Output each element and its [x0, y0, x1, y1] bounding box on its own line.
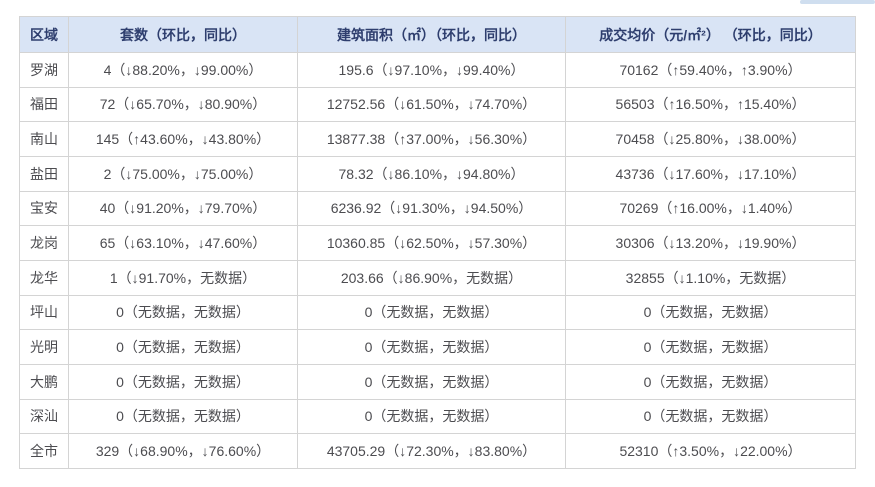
- top-right-scrollbar-fragment: [800, 0, 875, 4]
- area-cell: 12752.56（↓61.50%，↓74.70%）: [297, 86, 566, 123]
- district-cell: 罗湖: [19, 52, 69, 88]
- price-cell: 0（无数据，无数据）: [565, 329, 856, 365]
- table-row-baoan: 宝安 40（↓91.20%，↓79.70%） 6236.92（↓91.30%，↓…: [19, 190, 856, 227]
- district-cell: 光明: [19, 329, 69, 365]
- price-cell: 30306（↓13.20%，↓19.90%）: [565, 225, 856, 261]
- price-cell: 43736（↓17.60%，↓17.10%）: [565, 155, 856, 192]
- district-cell: 龙华: [19, 259, 69, 296]
- district-cell: 龙岗: [19, 225, 69, 261]
- header-row: 区域 套数（环比，同比） 建筑面积（㎡）（环比，同比） 成交均价（元/㎡²） （…: [19, 16, 856, 53]
- price-cell: 0（无数据，无数据）: [565, 294, 856, 331]
- district-cell: 坪山: [19, 294, 69, 331]
- table-row-longhua: 龙华 1（↓91.70%，无数据） 203.66（↓86.90%，无数据） 32…: [19, 259, 856, 296]
- table-row-yantian: 盐田 2（↓75.00%，↓75.00%） 78.32（↓86.10%，↓94.…: [19, 155, 856, 192]
- units-cell: 0（无数据，无数据）: [68, 294, 298, 331]
- units-cell: 72（↓65.70%，↓80.90%）: [68, 86, 298, 123]
- area-cell: 10360.85（↓62.50%，↓57.30%）: [297, 225, 566, 261]
- table-row-luohu: 罗湖 4（↓88.20%，↓99.00%） 195.6（↓97.10%，↓99.…: [19, 52, 856, 88]
- price-cell: 70162（↑59.40%，↑3.90%）: [565, 52, 856, 88]
- units-cell: 329（↓68.90%，↓76.60%）: [68, 433, 298, 469]
- price-cell: 32855（↓1.10%，无数据）: [565, 259, 856, 296]
- district-cell: 深汕: [19, 398, 69, 435]
- table-row-pingshan: 坪山 0（无数据，无数据） 0（无数据，无数据） 0（无数据，无数据）: [19, 294, 856, 331]
- district-cell: 福田: [19, 86, 69, 123]
- units-cell: 40（↓91.20%，↓79.70%）: [68, 190, 298, 227]
- area-cell: 13877.38（↑37.00%，↓56.30%）: [297, 121, 566, 157]
- units-cell: 0（无数据，无数据）: [68, 398, 298, 435]
- district-cell: 大鹏: [19, 363, 69, 400]
- units-cell: 65（↓63.10%，↓47.60%）: [68, 225, 298, 261]
- table-row-nanshan: 南山 145（↑43.60%，↓43.80%） 13877.38（↑37.00%…: [19, 121, 856, 157]
- price-cell: 0（无数据，无数据）: [565, 398, 856, 435]
- area-cell: 0（无数据，无数据）: [297, 294, 566, 331]
- area-cell: 0（无数据，无数据）: [297, 363, 566, 400]
- units-cell: 0（无数据，无数据）: [68, 363, 298, 400]
- district-cell: 全市: [19, 433, 69, 469]
- price-cell: 70269（↑16.00%，↓1.40%）: [565, 190, 856, 227]
- area-cell: 0（无数据，无数据）: [297, 329, 566, 365]
- area-cell: 195.6（↓97.10%，↓99.40%）: [297, 52, 566, 88]
- column-header-area: 建筑面积（㎡）（环比，同比）: [297, 16, 566, 53]
- area-cell: 0（无数据，无数据）: [297, 398, 566, 435]
- column-header-units: 套数（环比，同比）: [68, 16, 298, 53]
- district-cell: 盐田: [19, 155, 69, 192]
- district-cell: 南山: [19, 121, 69, 157]
- price-cell: 52310（↑3.50%，↓22.00%）: [565, 433, 856, 469]
- price-cell: 70458（↓25.80%，↓38.00%）: [565, 121, 856, 157]
- price-cell: 0（无数据，无数据）: [565, 363, 856, 400]
- units-cell: 2（↓75.00%，↓75.00%）: [68, 155, 298, 192]
- table-row-guangming: 光明 0（无数据，无数据） 0（无数据，无数据） 0（无数据，无数据）: [19, 329, 856, 365]
- units-cell: 4（↓88.20%，↓99.00%）: [68, 52, 298, 88]
- area-cell: 43705.29（↓72.30%，↓83.80%）: [297, 433, 566, 469]
- housing-stats-table: 区域 套数（环比，同比） 建筑面积（㎡）（环比，同比） 成交均价（元/㎡²） （…: [19, 16, 856, 469]
- column-header-district: 区域: [19, 16, 69, 53]
- table-row-shenshan: 深汕 0（无数据，无数据） 0（无数据，无数据） 0（无数据，无数据）: [19, 398, 856, 435]
- area-cell: 203.66（↓86.90%，无数据）: [297, 259, 566, 296]
- district-stats-table: 区域 套数（环比，同比） 建筑面积（㎡）（环比，同比） 成交均价（元/㎡²） （…: [19, 16, 856, 469]
- table-row-citywide: 全市 329（↓68.90%，↓76.60%） 43705.29（↓72.30%…: [19, 433, 856, 469]
- price-cell: 56503（↑16.50%，↑15.40%）: [565, 86, 856, 123]
- area-cell: 78.32（↓86.10%，↓94.80%）: [297, 155, 566, 192]
- units-cell: 0（无数据，无数据）: [68, 329, 298, 365]
- area-cell: 6236.92（↓91.30%，↓94.50%）: [297, 190, 566, 227]
- table-row-futian: 福田 72（↓65.70%，↓80.90%） 12752.56（↓61.50%，…: [19, 86, 856, 123]
- units-cell: 145（↑43.60%，↓43.80%）: [68, 121, 298, 157]
- table-row-dapeng: 大鹏 0（无数据，无数据） 0（无数据，无数据） 0（无数据，无数据）: [19, 363, 856, 400]
- table-row-longgang: 龙岗 65（↓63.10%，↓47.60%） 10360.85（↓62.50%，…: [19, 225, 856, 261]
- units-cell: 1（↓91.70%，无数据）: [68, 259, 298, 296]
- district-cell: 宝安: [19, 190, 69, 227]
- column-header-price: 成交均价（元/㎡²） （环比，同比）: [565, 16, 856, 53]
